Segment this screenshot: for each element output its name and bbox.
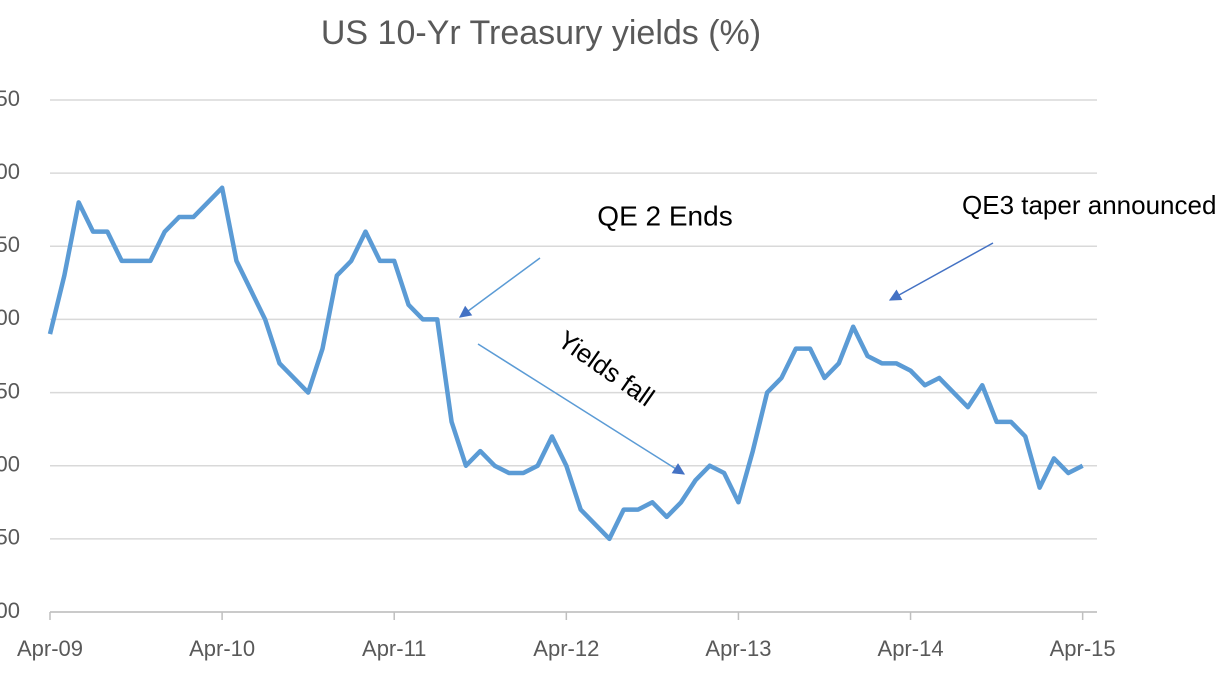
plot [47, 185, 1084, 542]
y-tick-label: 4.50 [0, 86, 20, 111]
annotation: QE3 taper announced [962, 190, 1216, 220]
y-tick-label: 1.00 [0, 598, 20, 623]
arrow [477, 343, 686, 475]
arrow [459, 257, 541, 318]
y-tick-label: 4.00 [0, 159, 20, 184]
y-tick-label: 2.50 [0, 378, 20, 403]
x-tick-label: Apr-10 [189, 636, 255, 661]
grid [49, 99, 1097, 620]
y-tick-label: 1.50 [0, 525, 20, 550]
chart-title: US 10-Yr Treasury yields (%) [321, 14, 761, 52]
arrow [888, 242, 994, 301]
x-tick-label: Apr-09 [17, 636, 83, 661]
annotation: Yields fall [552, 324, 660, 412]
x-tick-label: Apr-13 [705, 636, 771, 661]
annotation: QE 2 Ends [597, 200, 732, 231]
y-tick-label: 3.00 [0, 305, 20, 330]
x-tick-label: Apr-14 [878, 636, 944, 661]
x-tick-label: Apr-15 [1050, 636, 1116, 661]
y-tick-label: 2.00 [0, 452, 20, 477]
y-tick-label: 3.50 [0, 232, 20, 257]
x-tick-label: Apr-12 [533, 636, 599, 661]
x-tick-label: Apr-11 [362, 636, 426, 661]
line [47, 185, 1084, 542]
